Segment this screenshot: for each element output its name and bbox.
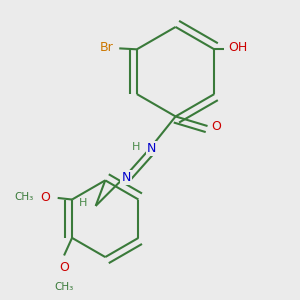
- Text: CH₃: CH₃: [54, 282, 74, 292]
- Text: O: O: [40, 191, 50, 204]
- Text: N: N: [121, 171, 131, 184]
- Text: N: N: [147, 142, 156, 155]
- Text: H: H: [79, 198, 88, 208]
- Text: OH: OH: [229, 41, 248, 54]
- Text: O: O: [59, 261, 69, 274]
- Text: H: H: [131, 142, 140, 152]
- Text: O: O: [212, 119, 221, 133]
- Text: Br: Br: [100, 41, 113, 54]
- Text: CH₃: CH₃: [14, 192, 34, 202]
